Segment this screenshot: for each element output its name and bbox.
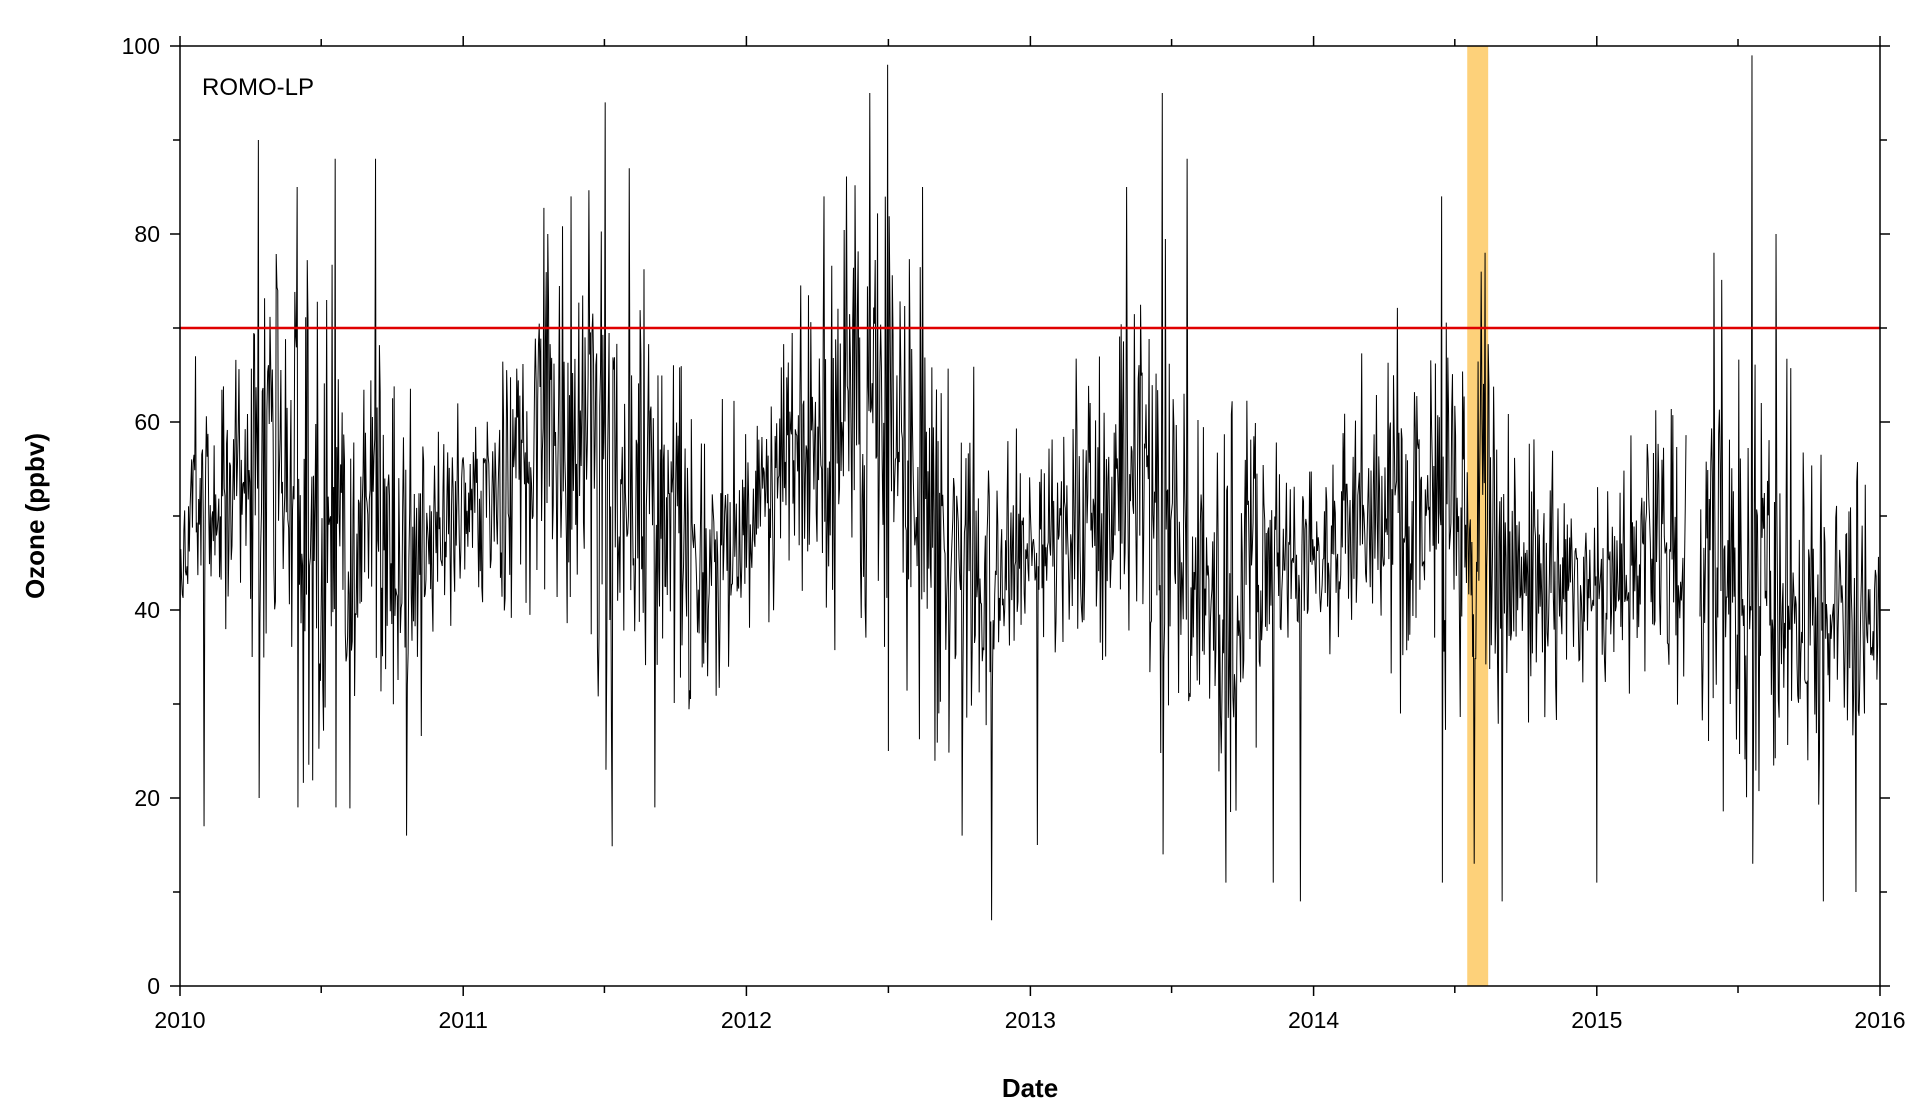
series-line (179, 55, 1881, 921)
x-tick-label: 2014 (1288, 1007, 1339, 1033)
y-axis-title: Ozone (ppbv) (20, 433, 50, 599)
y-tick-label: 40 (134, 597, 160, 623)
x-tick-label: 2015 (1571, 1007, 1622, 1033)
x-tick-label: 2013 (1005, 1007, 1056, 1033)
x-axis-title: Date (1002, 1073, 1058, 1103)
x-tick-label: 2010 (154, 1007, 205, 1033)
y-tick-label: 0 (147, 973, 160, 999)
chart-annotation: ROMO-LP (202, 74, 314, 101)
x-tick-label: 2011 (438, 1007, 487, 1033)
x-tick-label: 2012 (721, 1007, 772, 1033)
y-tick-label: 80 (134, 221, 160, 247)
y-tick-label: 20 (134, 785, 160, 811)
y-tick-label: 100 (122, 33, 160, 59)
y-tick-label: 60 (134, 409, 160, 435)
x-tick-label: 2016 (1854, 1007, 1905, 1033)
